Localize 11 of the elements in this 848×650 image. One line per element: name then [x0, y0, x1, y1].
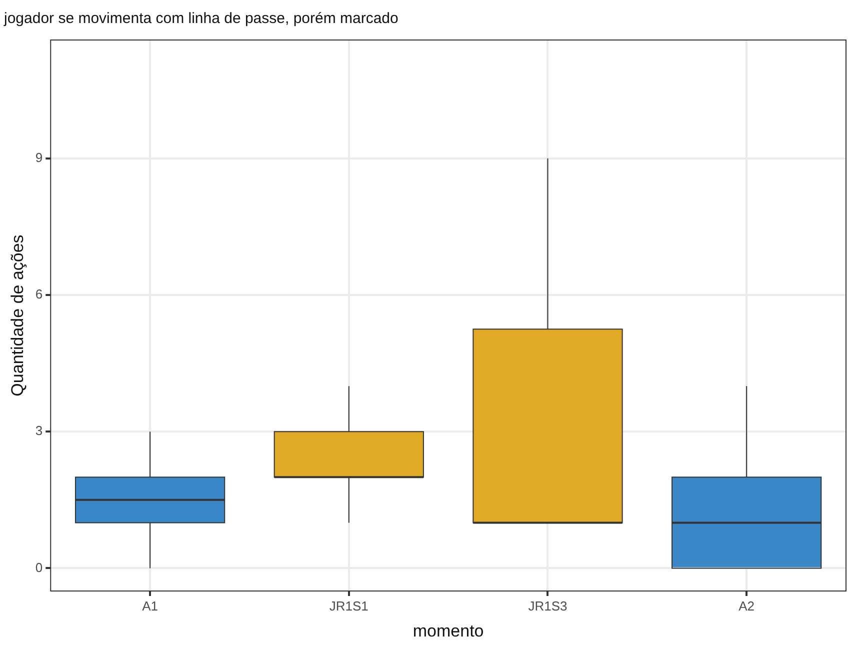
- y-axis-title: Quantidade de ações: [8, 234, 27, 396]
- x-tick-label: A1: [142, 598, 158, 614]
- x-axis-title: momento: [412, 621, 484, 640]
- x-tick-label: JR1S1: [329, 598, 368, 614]
- chart-title: jogador se movimenta com linha de passe, porém marcado: [3, 10, 398, 28]
- y-tick-label: 6: [35, 286, 43, 302]
- y-tick-label: 0: [35, 560, 43, 575]
- x-tick-label: JR1S3: [528, 598, 568, 614]
- y-tick-label: 9: [35, 150, 43, 165]
- y-tick-label: 3: [35, 423, 43, 438]
- x-tick-label: A2: [738, 598, 755, 614]
